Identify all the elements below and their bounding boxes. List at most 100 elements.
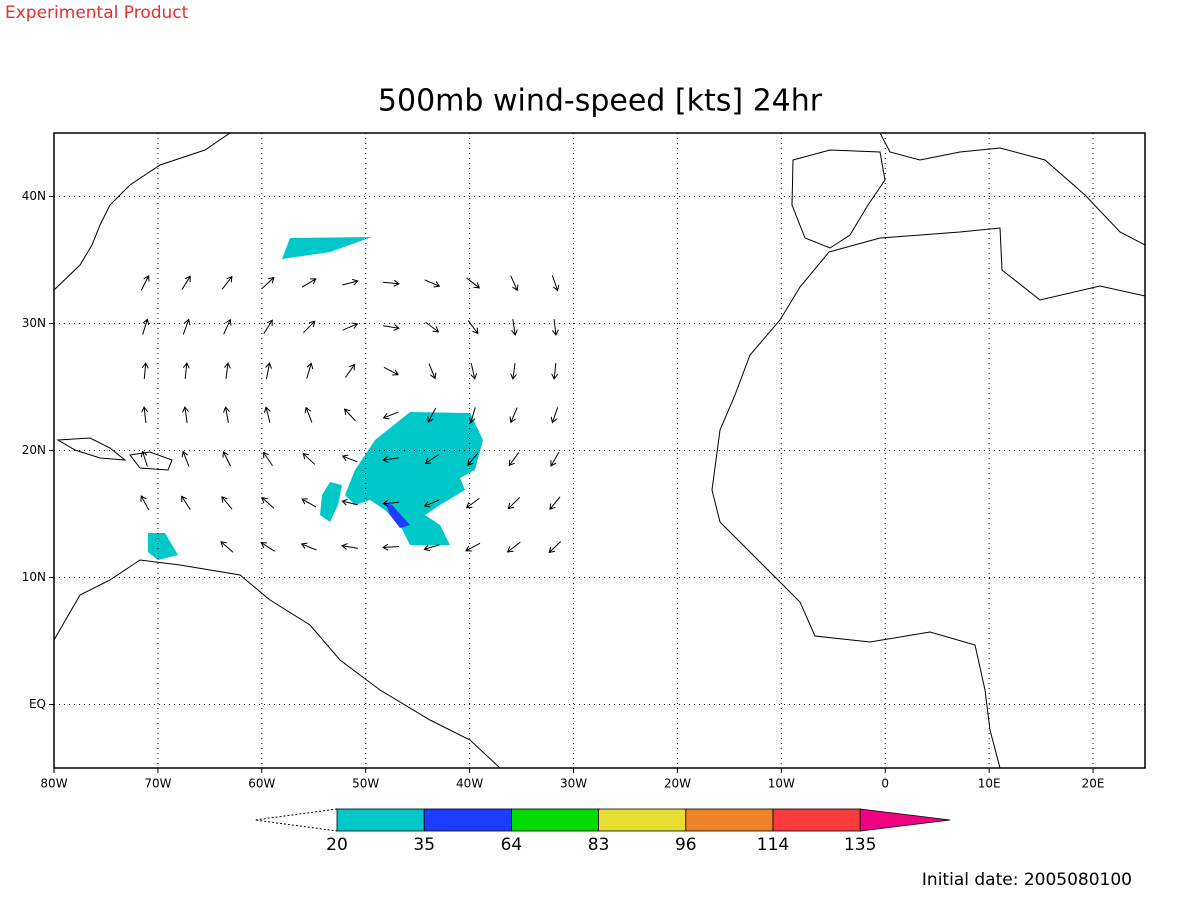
wind-arrow <box>142 318 150 335</box>
wind-arrow <box>263 319 273 335</box>
wind-arrow <box>551 318 559 336</box>
wind-arrow <box>224 362 231 379</box>
wind-arrow <box>223 318 232 335</box>
wind-arrow <box>510 275 519 292</box>
colorbar-box <box>685 808 774 832</box>
wind-arrow <box>382 543 400 551</box>
colorbar-label: 64 <box>501 835 523 855</box>
x-tick-label: 70W <box>144 777 171 791</box>
x-tick-label: 60W <box>248 777 275 791</box>
wind-arrow <box>428 363 437 380</box>
wind-arrow <box>265 362 272 379</box>
wind-arrow <box>301 278 317 288</box>
x-tick-label: 0 <box>881 777 889 791</box>
footer: Initial date: 2005080100 <box>922 870 1132 890</box>
y-tick-label: 10N <box>22 570 46 584</box>
wind-arrow <box>470 363 478 380</box>
wind-arrow <box>181 495 191 510</box>
wind-arrow <box>423 544 440 552</box>
wind-arrow <box>466 277 481 289</box>
wind-arrow <box>551 275 560 292</box>
wind-arrow <box>344 363 356 378</box>
wind-arrow <box>262 451 273 466</box>
wind-arrow <box>467 320 479 335</box>
wind-arrow <box>548 541 562 554</box>
y-tick-label: 30N <box>22 316 46 330</box>
wind-arrows <box>140 274 562 554</box>
land <box>711 227 1146 769</box>
wind-arrow <box>342 322 359 331</box>
wind-arrow <box>182 362 190 380</box>
wind-arrow <box>301 498 317 508</box>
colorbar-box <box>336 808 425 832</box>
colorbar-label: 35 <box>413 835 435 855</box>
wind-arrow <box>140 450 148 467</box>
wind-arrow <box>140 495 150 511</box>
wind-arrow <box>182 406 189 423</box>
note: Experimental Product <box>5 3 189 23</box>
wind-arrow <box>221 496 233 510</box>
land <box>53 559 502 769</box>
wind-arrow <box>303 320 316 334</box>
wind-arrow <box>550 407 559 424</box>
x-tick-label: 20W <box>664 777 691 791</box>
wind-arrow <box>507 497 521 510</box>
wind-arrow <box>306 362 314 379</box>
x-tick-label: 30W <box>560 777 587 791</box>
wind-arrow <box>220 541 234 553</box>
wind-arrow <box>261 276 275 289</box>
wind-arrow <box>549 496 561 510</box>
map-title: 500mb wind-speed [kts] 24hr <box>378 84 823 119</box>
wind-arrow <box>383 366 399 376</box>
wind-arrow <box>304 406 313 423</box>
x-tick-label: 10E <box>978 777 1001 791</box>
wind-arrow <box>140 274 150 291</box>
wind-arrow <box>341 454 358 463</box>
colorbar-label: 83 <box>588 835 610 855</box>
y-tick-label: 20N <box>22 443 46 457</box>
wind-arrow <box>424 454 439 465</box>
x-tick-label: 50W <box>352 777 379 791</box>
wind-arrow <box>382 456 399 463</box>
land <box>53 132 232 291</box>
wind-arrow <box>550 451 560 467</box>
wind-arrow <box>509 407 518 424</box>
colorbar-box <box>510 808 599 832</box>
land <box>791 149 886 249</box>
x-tick-label: 80W <box>40 777 67 791</box>
wind-arrow <box>383 324 400 331</box>
wind-arrow <box>382 411 399 420</box>
shaded-area <box>148 533 178 560</box>
colorbar-over <box>859 808 951 832</box>
wind-arrow <box>465 497 480 509</box>
wind-arrow <box>427 407 437 423</box>
colorbar-box <box>598 808 687 832</box>
colorbar-box <box>772 808 861 832</box>
wind-arrow <box>141 362 149 380</box>
x-tick-label: 10W <box>768 777 795 791</box>
shaded-area <box>385 502 410 528</box>
wind-arrow <box>343 408 356 422</box>
y-tick-label: 40N <box>22 189 46 203</box>
wind-arrow <box>382 499 400 507</box>
wind-arrow <box>511 319 518 336</box>
wind-arrow <box>181 450 190 467</box>
wind-arrow <box>141 406 149 424</box>
wind-arrow <box>261 497 275 509</box>
colorbar-under <box>254 808 338 832</box>
colorbar-box <box>423 808 512 832</box>
wind-arrow <box>222 450 232 467</box>
wind-arrow <box>425 321 440 333</box>
wind-arrow <box>510 363 517 380</box>
shaded-area <box>320 482 342 522</box>
shaded-area <box>345 412 483 545</box>
wind-arrow <box>506 541 521 553</box>
land <box>129 451 173 471</box>
wind-arrow <box>221 275 233 290</box>
colorbar-label: 135 <box>844 835 876 855</box>
land <box>56 437 127 461</box>
x-tick-label: 40W <box>456 777 483 791</box>
land <box>879 132 1146 246</box>
